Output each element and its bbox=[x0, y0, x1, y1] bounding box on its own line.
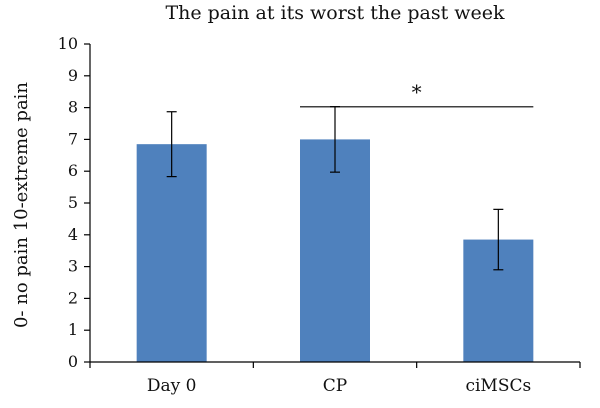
y-tick-label: 5 bbox=[68, 193, 78, 212]
y-tick-label: 4 bbox=[68, 225, 78, 244]
significance-label: * bbox=[412, 80, 422, 104]
y-tick-label: 3 bbox=[68, 257, 78, 276]
chart-title: The pain at its worst the past week bbox=[165, 2, 505, 24]
plot-area: 0 1 2 3 4 5 6 7 8 9 10 Day 0 CP ciMSCs * bbox=[58, 34, 581, 396]
y-tick-label: 0 bbox=[68, 352, 78, 371]
bar-day-0 bbox=[136, 144, 207, 362]
y-tick-label: 6 bbox=[68, 161, 78, 180]
y-tick-label: 8 bbox=[68, 98, 78, 117]
x-tick-label: Day 0 bbox=[147, 376, 197, 396]
y-tick-label: 9 bbox=[68, 66, 78, 85]
y-axis-label: 0- no pain 10-extreme pain bbox=[11, 82, 32, 328]
y-tick-label: 7 bbox=[68, 129, 78, 148]
y-tick-label: 10 bbox=[58, 34, 78, 53]
y-tick-label: 1 bbox=[68, 320, 78, 339]
y-tick-label: 2 bbox=[68, 288, 78, 307]
x-tick-label: ciMSCs bbox=[465, 376, 531, 396]
bar-cp bbox=[300, 139, 370, 362]
x-tick-label: CP bbox=[323, 376, 347, 396]
